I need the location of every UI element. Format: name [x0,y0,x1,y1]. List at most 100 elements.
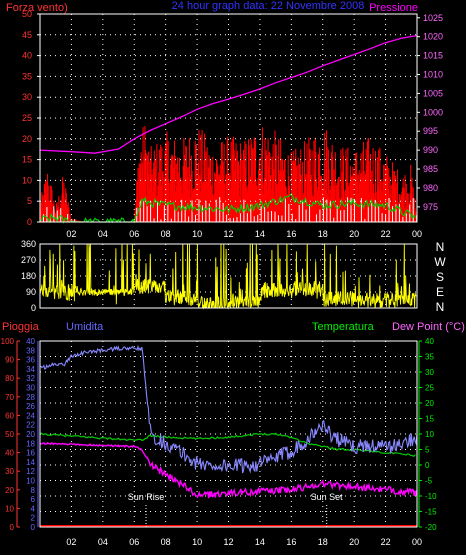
wind-speed-ticks: 0 5 10 15 20 25 30 35 40 45 50 [22,9,40,227]
wind-tick-label: 45 [22,30,32,40]
direction-tick-label: 270 [21,255,36,265]
sunrise-label: Sun Rise [128,492,165,502]
compass-w: W [434,255,446,269]
humidity-tick-label: 20 [26,430,35,439]
pressure-tick-label: 1025 [423,13,443,23]
grid [40,244,417,308]
pressure-tick-label: 980 [423,183,438,193]
humidity-tick-label: 0 [31,523,36,532]
sunset-label: Sun Set [311,492,344,502]
temperature-tick-label: -15 [425,508,437,517]
humidity-axis-label: Umidita [66,321,104,333]
wind-tick-label: 25 [22,113,32,123]
rain-tick-label: 40 [5,449,14,458]
temperature-tick-label: 20 [425,399,434,408]
x-tick-label: 14 [255,229,265,239]
temperature-tick-label: -5 [425,477,433,486]
x-tick-label: 10 [192,229,202,239]
wind-tick-label: 15 [22,155,32,165]
temperature-tick-label: 10 [425,430,434,439]
direction-tick-label: 360 [21,239,36,249]
x-tick-label: 06 [129,229,139,239]
direction-tick-label: 180 [21,271,36,281]
humidity-tick-label: 30 [26,384,35,393]
humidity-tick-label: 22 [26,421,35,430]
dewpoint-axis-label: Dew Point (°C) [392,321,465,333]
plot-frame [39,340,418,528]
x-tick-label: 06 [129,537,139,547]
humidity-tick-label: 40 [26,337,35,346]
chart-title: 24 hour graph data: 22 Novembre 2008 [172,0,365,12]
temperature-ticks: -20 -15 -10 -5 0 5 10 15 20 25 30 35 40 [418,337,437,532]
temperature-tick-label: 40 [425,337,434,346]
temperature-line [39,432,416,458]
x-tick-label: 08 [161,229,171,239]
temperature-tick-label: -20 [425,523,437,532]
wind-tick-label: 0 [27,217,32,227]
temperature-tick-label: 0 [425,461,430,470]
wind-direction-line [39,243,417,310]
humidity-tick-label: 38 [26,346,35,355]
wind-tick-label: 10 [22,175,32,185]
wind-tick-label: 30 [22,92,32,102]
humidity-tick-label: 14 [26,458,35,467]
wind-axis-label: Forza vento) [6,2,68,14]
x-tick-label: 16 [286,537,296,547]
x-tick-label: 20 [349,537,359,547]
humidity-tick-label: 8 [31,486,36,495]
temperature-tick-label: 15 [425,415,434,424]
rain-tick-label: 100 [1,337,15,346]
humidity-tick-label: 24 [26,411,35,420]
x-tick-label: 00 [412,537,422,547]
humidity-tick-label: 2 [31,514,36,523]
x-tick-label: 08 [161,537,171,547]
rain-ticks: 0 10 20 30 40 50 60 70 80 90 100 [1,337,20,532]
x-tick-label: 04 [98,537,108,547]
compass-s: S [436,270,444,284]
rain-tick-label: 90 [5,356,14,365]
wind-tick-label: 20 [22,134,32,144]
x-tick-label: 02 [66,229,76,239]
wind-tick-label: 50 [22,9,32,19]
x-tick-label: 00 [412,229,422,239]
compass-n-top: N [436,240,445,254]
x-tick-label: 02 [66,537,76,547]
pressure-tick-label: 1010 [423,70,443,80]
wind-tick-label: 5 [27,196,32,206]
humidity-tick-label: 34 [26,365,35,374]
wind-tick-label: 35 [22,71,32,81]
humidity-tick-label: 32 [26,374,35,383]
pressure-tick-label: 985 [423,164,438,174]
x-tick-label: 04 [98,229,108,239]
pressure-tick-label: 975 [423,202,438,212]
x-tick-label: 18 [318,229,328,239]
temperature-tick-label: 30 [425,368,434,377]
compass-labels: N W S E N [434,240,446,314]
x-tick-label: 22 [381,229,391,239]
humidity-tick-label: 16 [26,449,35,458]
pressure-tick-label: 990 [423,145,438,155]
direction-tick-label: 0 [31,303,36,313]
x-ticks: 02 04 06 08 10 12 14 16 18 20 22 00 [66,229,422,239]
humidity-tick-label: 28 [26,393,35,402]
wind-pressure-panel: 0510152025303540455097598098599099510001… [22,9,443,239]
rain-tick-label: 60 [5,411,14,420]
x-tick-label: 16 [286,229,296,239]
pressure-tick-label: 1005 [423,88,443,98]
temperature-tick-label: -10 [425,492,437,501]
humidity-tick-label: 36 [26,356,35,365]
dewpoint-line [39,442,418,499]
temperature-tick-label: 35 [425,353,434,362]
pressure-line [39,34,418,154]
direction-tick-label: 90 [26,287,36,297]
pressure-tick-label: 1020 [423,32,443,42]
temperature-tick-label: 5 [425,446,430,455]
x-tick-label: 12 [223,229,233,239]
rain-tick-label: 0 [10,523,15,532]
x-tick-label: 14 [255,537,265,547]
compass-e: E [436,285,444,299]
rain-tick-label: 80 [5,374,14,383]
rain-tick-label: 70 [5,393,14,402]
temperature-axis-label: Temperatura [312,321,375,333]
